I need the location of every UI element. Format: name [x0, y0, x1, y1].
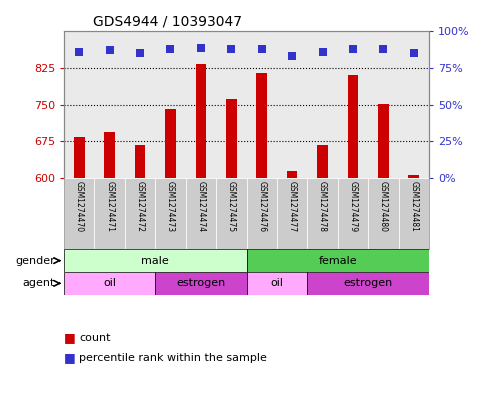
Bar [64, 272, 155, 295]
Text: GSM1274471: GSM1274471 [105, 181, 114, 232]
Point [318, 49, 326, 55]
Text: GDS4944 / 10393047: GDS4944 / 10393047 [93, 15, 242, 29]
Point [380, 46, 387, 52]
Bar [246, 31, 277, 178]
Bar [277, 31, 307, 178]
Bar [398, 178, 429, 249]
Bar [408, 175, 419, 178]
Text: count: count [79, 333, 110, 343]
Bar [64, 249, 246, 272]
Text: oil: oil [270, 278, 283, 288]
Bar [216, 178, 246, 249]
Point [410, 50, 418, 57]
Bar [186, 178, 216, 249]
Bar [287, 171, 297, 178]
Bar [256, 73, 267, 178]
Point [167, 46, 175, 52]
Text: GSM1274478: GSM1274478 [318, 181, 327, 232]
Bar [398, 31, 429, 178]
Text: ■: ■ [64, 351, 76, 364]
Text: GSM1274472: GSM1274472 [136, 181, 144, 232]
Text: female: female [318, 255, 357, 266]
Text: agent: agent [23, 278, 55, 288]
Point [258, 46, 266, 52]
Bar [196, 64, 206, 178]
Bar [338, 178, 368, 249]
Bar [186, 31, 216, 178]
Bar [277, 178, 307, 249]
Bar [317, 145, 328, 178]
Bar [125, 178, 155, 249]
Point [288, 53, 296, 59]
Text: estrogen: estrogen [344, 278, 393, 288]
Point [197, 44, 205, 51]
Text: GSM1274473: GSM1274473 [166, 181, 175, 232]
Bar [105, 132, 115, 178]
Text: GSM1274480: GSM1274480 [379, 181, 388, 232]
Text: GSM1274474: GSM1274474 [196, 181, 206, 232]
Bar [307, 272, 429, 295]
Bar [125, 31, 155, 178]
Text: estrogen: estrogen [176, 278, 225, 288]
Bar [165, 110, 176, 178]
Bar [155, 178, 186, 249]
Bar [368, 31, 398, 178]
Bar [368, 178, 398, 249]
Bar [246, 249, 429, 272]
Point [227, 46, 235, 52]
Bar [64, 178, 95, 249]
Point [349, 46, 357, 52]
Text: percentile rank within the sample: percentile rank within the sample [79, 353, 267, 363]
Bar [64, 31, 95, 178]
Bar [378, 104, 388, 178]
Text: GSM1274476: GSM1274476 [257, 181, 266, 232]
Text: GSM1274477: GSM1274477 [287, 181, 297, 232]
Bar [95, 31, 125, 178]
Text: oil: oil [103, 278, 116, 288]
Bar [216, 31, 246, 178]
Bar [155, 272, 246, 295]
Bar [155, 31, 186, 178]
Bar [246, 178, 277, 249]
Text: GSM1274481: GSM1274481 [409, 181, 418, 232]
Text: GSM1274475: GSM1274475 [227, 181, 236, 232]
Point [106, 47, 113, 53]
Text: GSM1274479: GSM1274479 [349, 181, 357, 232]
Bar [226, 99, 237, 178]
Bar [246, 272, 307, 295]
Point [75, 49, 83, 55]
Bar [307, 178, 338, 249]
Bar [95, 178, 125, 249]
Text: GSM1274470: GSM1274470 [75, 181, 84, 232]
Bar [74, 137, 85, 178]
Bar [307, 31, 338, 178]
Text: ■: ■ [64, 331, 76, 345]
Bar [338, 31, 368, 178]
Text: gender: gender [15, 255, 55, 266]
Bar [135, 145, 145, 178]
Point [136, 50, 144, 57]
Bar [348, 75, 358, 178]
Text: male: male [141, 255, 169, 266]
